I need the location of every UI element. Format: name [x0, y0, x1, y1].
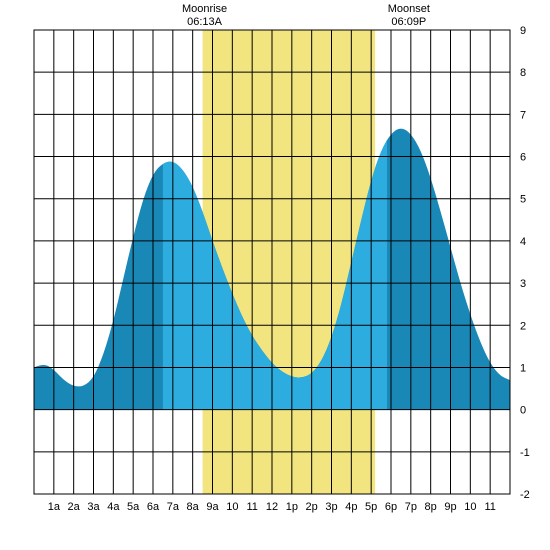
chart-svg: 1a2a3a4a5a6a7a8a9a1011121p2p3p4p5p6p7p8p…	[0, 0, 550, 550]
annotation-title: Moonset	[388, 3, 430, 15]
x-tick-label: 6a	[147, 501, 160, 513]
x-tick-label: 5p	[365, 501, 377, 513]
x-tick-label: 11	[484, 501, 495, 513]
y-tick-label: 7	[520, 109, 526, 121]
x-tick-label: 10	[464, 501, 476, 513]
x-tick-label: 2p	[306, 501, 318, 513]
x-tick-label: 1a	[48, 501, 61, 513]
y-tick-label: 6	[520, 152, 526, 164]
annotation-time: 06:13A	[187, 16, 223, 28]
x-tick-label: 12	[266, 501, 278, 513]
y-tick-label: 2	[520, 320, 526, 332]
y-tick-label: 8	[520, 67, 526, 79]
y-tick-label: 4	[520, 236, 526, 248]
x-tick-label: 3p	[325, 501, 337, 513]
annotation-title: Moonrise	[182, 3, 227, 15]
x-tick-label: 3a	[87, 501, 100, 513]
x-tick-label: 10	[226, 501, 238, 513]
y-tick-label: -1	[520, 447, 530, 459]
x-tick-label: 1p	[286, 501, 298, 513]
annotation-time: 06:09P	[391, 16, 426, 28]
x-tick-label: 4a	[107, 501, 120, 513]
x-tick-label: 5a	[127, 501, 140, 513]
x-tick-label: 8p	[425, 501, 437, 513]
y-tick-label: 5	[520, 194, 526, 206]
y-tick-label: 1	[520, 362, 526, 374]
x-tick-label: 9a	[206, 501, 219, 513]
x-tick-label: 8a	[187, 501, 200, 513]
y-tick-label: 0	[520, 405, 526, 417]
x-tick-label: 4p	[345, 501, 357, 513]
x-tick-label: 6p	[385, 501, 397, 513]
daylight-band	[203, 30, 376, 494]
y-tick-label: 3	[520, 278, 526, 290]
x-tick-label: 7a	[167, 501, 180, 513]
x-tick-label: 11	[246, 501, 257, 513]
tide-chart: 1a2a3a4a5a6a7a8a9a1011121p2p3p4p5p6p7p8p…	[0, 0, 550, 550]
y-tick-label: 9	[520, 25, 526, 37]
x-tick-label: 7p	[405, 501, 417, 513]
x-tick-label: 2a	[68, 501, 81, 513]
x-tick-label: 9p	[444, 501, 456, 513]
y-tick-label: -2	[520, 489, 530, 501]
